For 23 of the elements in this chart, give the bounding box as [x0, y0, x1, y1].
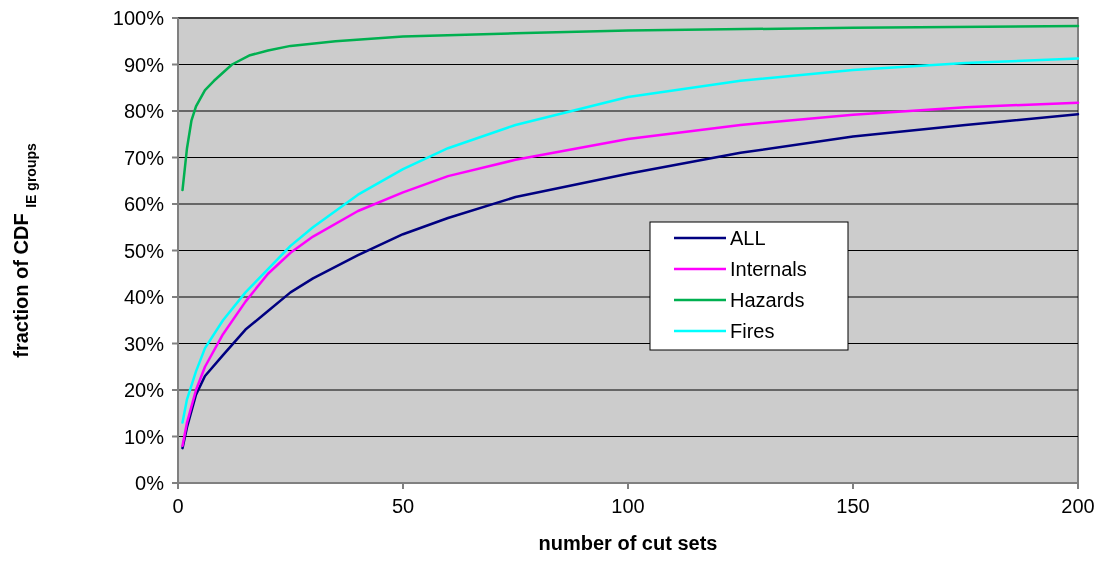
y-tick-label: 40%	[123, 286, 165, 308]
x-tick-label: 100	[611, 495, 645, 517]
x-tick-label: 150	[836, 495, 870, 517]
y-tick-label: 70%	[123, 146, 165, 169]
line-series	[181, 24, 1080, 192]
x-tick-label: 200	[1061, 495, 1095, 517]
legend-label: Hazards	[730, 289, 805, 311]
y-tick-label: 30%	[123, 332, 165, 355]
y-tick-label: 100%	[112, 7, 165, 29]
x-tick-label: 0	[172, 495, 184, 517]
y-tick-label: 60%	[123, 193, 165, 215]
y-tick-label: 10%	[123, 425, 165, 448]
line-series	[181, 57, 1080, 424]
y-tick-label: 50%	[123, 239, 165, 262]
legend-label: ALL	[730, 227, 766, 249]
y-tick-label: 90%	[123, 53, 165, 76]
legend-label: Fires	[730, 320, 775, 342]
x-axis-title: number of cut sets	[538, 532, 718, 554]
y-tick-label: 80%	[123, 100, 165, 122]
y-tick-label: 20%	[123, 379, 165, 401]
x-tick-label: 50	[391, 495, 415, 517]
legend-label: Internals	[730, 258, 807, 280]
y-tick-label: 0%	[135, 472, 165, 494]
